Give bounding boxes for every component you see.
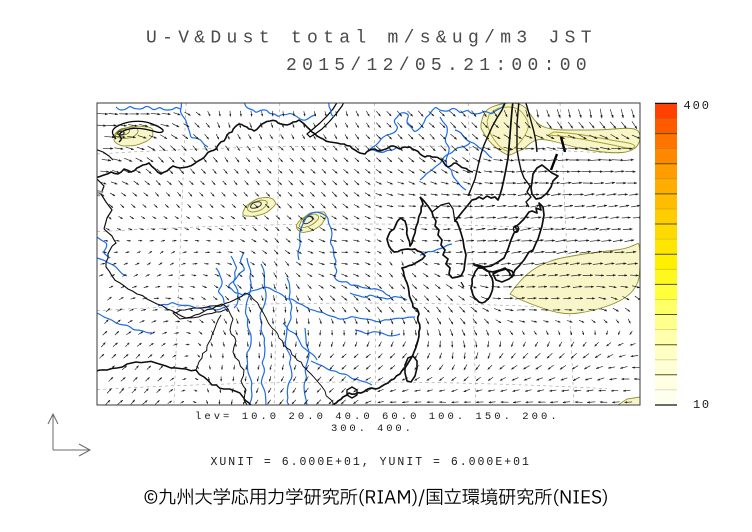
svg-text:10: 10 (693, 398, 711, 412)
svg-text:U-V&Dust total m/s&ug/m3 JS: U-V&Dust total m/s&ug/m3 JST (146, 29, 597, 49)
svg-text:400: 400 (684, 99, 711, 113)
svg-text:lev= 10.0 20.0 40.0 60.0 100.: lev= 10.0 20.0 40.0 60.0 100. 150. 200. (195, 411, 560, 423)
svg-text:XUNIT = 6.000E+01, YUNIT = 6.0: XUNIT = 6.000E+01, YUNIT = 6.000E+01 (211, 456, 531, 469)
svg-text:2015/12/05.21:00:00: 2015/12/05.21:00:00 (286, 56, 592, 76)
svg-text:300. 400.: 300. 400. (331, 423, 414, 435)
